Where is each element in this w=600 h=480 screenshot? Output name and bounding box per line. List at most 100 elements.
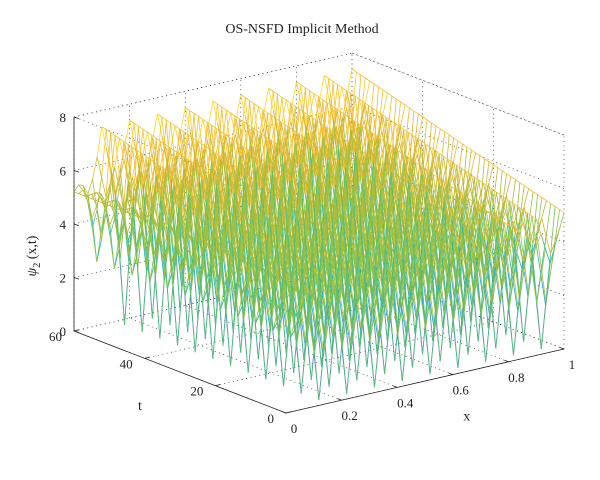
mesh-line: [267, 91, 274, 137]
mesh-line: [328, 97, 542, 260]
mesh-line: [317, 99, 324, 165]
mesh-line: [313, 93, 320, 116]
mesh-line: [435, 128, 441, 151]
mesh-line: [244, 97, 251, 141]
mesh-line: [212, 103, 218, 150]
mesh-line: [391, 98, 397, 162]
mesh-line: [372, 111, 378, 134]
mesh-line: [210, 149, 216, 171]
mesh-line: [161, 135, 375, 299]
mesh-line: [303, 115, 309, 159]
mesh-line: [285, 100, 292, 122]
mesh-line: [309, 147, 523, 356]
mesh-line: [109, 199, 115, 206]
mesh-line: [487, 189, 493, 240]
mesh-line: [300, 84, 306, 129]
mesh-line: [398, 126, 405, 165]
mesh-line: [376, 114, 383, 157]
mesh-line: [355, 75, 362, 142]
mesh-line: [500, 194, 506, 212]
mesh-line: [460, 171, 466, 191]
mesh-line: [399, 104, 406, 128]
mesh-line: [141, 153, 147, 195]
mesh-line: [358, 102, 365, 146]
mesh-line: [133, 123, 140, 167]
mesh-line: [234, 115, 241, 159]
mesh-line: [536, 245, 542, 276]
mesh-line: [192, 137, 198, 159]
mesh-line: [318, 96, 324, 139]
mesh-line: [443, 156, 449, 192]
mesh-line: [439, 229, 445, 260]
mesh-line: [541, 236, 547, 269]
mesh-line: [164, 147, 170, 191]
x-tick-mark: [337, 398, 342, 401]
mesh-line: [247, 124, 254, 146]
mesh-line: [154, 165, 160, 208]
mesh-line: [319, 99, 532, 262]
mesh-line: [281, 100, 287, 124]
mesh-line: [454, 192, 461, 228]
mesh-line: [447, 159, 453, 178]
mesh-line: [342, 117, 556, 302]
mesh-line: [478, 182, 484, 202]
mesh-line: [442, 159, 449, 180]
z-tick-mark: [73, 330, 80, 333]
mesh-line: [95, 197, 101, 201]
mesh-line: [373, 86, 379, 152]
mesh-line: [300, 103, 514, 267]
mesh-line: [170, 125, 176, 150]
mesh-line: [466, 222, 473, 254]
mesh-line: [209, 152, 216, 195]
x-tick-label: 0.8: [508, 370, 524, 385]
z-tick-mark: [73, 170, 80, 173]
x-tick-mark: [393, 385, 398, 388]
mesh-line: [319, 75, 325, 100]
mesh-line: [119, 138, 125, 161]
mesh-line: [513, 206, 519, 225]
mesh-line: [176, 249, 183, 289]
mesh-line: [331, 108, 337, 152]
mesh-line: [320, 127, 327, 170]
mesh-line: [258, 106, 264, 129]
mesh-line: [517, 209, 524, 243]
mesh-line: [136, 153, 142, 198]
mesh-line: [196, 140, 203, 182]
z-tick-mark: [73, 223, 80, 226]
mesh-line: [351, 71, 357, 118]
mesh-line: [429, 147, 436, 166]
mesh-line: [293, 133, 299, 176]
mesh-line: [323, 75, 537, 220]
mesh-line: [168, 147, 175, 189]
mesh-line: [207, 100, 214, 126]
mesh-line: [382, 138, 388, 183]
grid-line: [351, 106, 565, 189]
mesh-line: [300, 317, 307, 349]
mesh-line: [202, 119, 208, 141]
mesh-line: [262, 109, 268, 152]
mesh-line: [465, 171, 471, 189]
mesh-line: [247, 127, 254, 172]
mesh-line: [227, 161, 234, 182]
z-tick-label: 0: [60, 324, 67, 339]
mesh-line: [265, 298, 271, 332]
mesh-line: [199, 167, 206, 188]
mesh-line: [341, 87, 347, 109]
z-tick-label: 4: [60, 217, 67, 232]
mesh-line: [404, 107, 410, 150]
mesh-line: [272, 91, 279, 135]
mesh-line: [291, 105, 505, 269]
mesh-line: [128, 123, 135, 169]
mesh-line: [161, 116, 167, 161]
top-edge: [351, 52, 565, 136]
mesh-line: [230, 112, 236, 135]
mesh-line: [194, 259, 201, 298]
x-tick-label: 0: [291, 421, 298, 436]
mesh-line: [337, 141, 551, 349]
mesh-line: [382, 92, 388, 117]
mesh-line: [497, 170, 503, 224]
mesh-line: [263, 112, 477, 275]
mesh-line: [526, 212, 533, 259]
mesh-line: [452, 140, 459, 162]
